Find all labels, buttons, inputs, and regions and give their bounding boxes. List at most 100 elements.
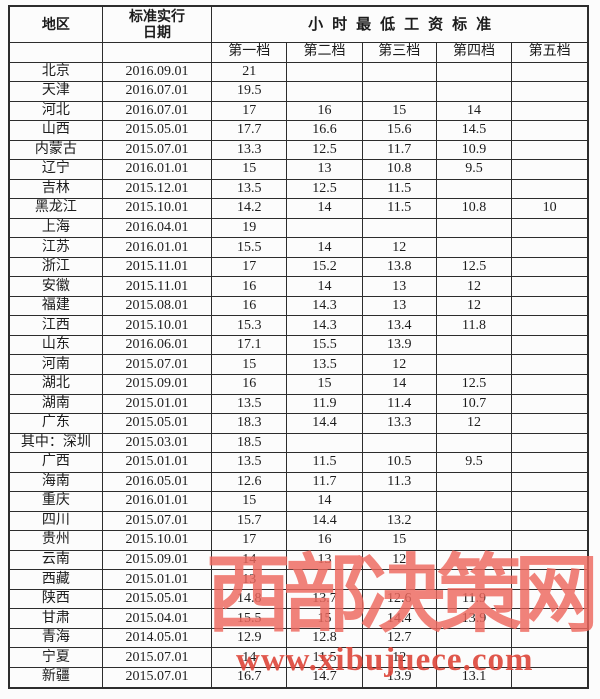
region-cell: 江西 bbox=[8, 315, 103, 336]
tier-2-cell: 14 bbox=[286, 491, 363, 512]
date-cell: 2015.10.01 bbox=[101, 315, 213, 336]
tier-1-cell: 13.5 bbox=[211, 178, 288, 200]
tier-1-cell: 14.8 bbox=[211, 588, 288, 610]
tier-5-cell bbox=[511, 276, 589, 297]
tier-2-cell: 14.4 bbox=[286, 413, 363, 434]
tier-4-cell bbox=[435, 237, 513, 258]
tier-5-cell bbox=[511, 81, 589, 102]
tier-1-cell: 14 bbox=[211, 647, 288, 668]
table-row: 海南 2016.05.01 12.6 11.7 11.3 bbox=[8, 471, 589, 493]
tier-5-cell bbox=[511, 569, 589, 590]
tier-2-cell: 16 bbox=[286, 100, 363, 122]
date-cell: 2016.04.01 bbox=[101, 217, 213, 239]
region-cell: 内蒙古 bbox=[8, 139, 103, 161]
tier-5-cell bbox=[511, 666, 589, 689]
tier-4-cell: 10.7 bbox=[435, 393, 513, 415]
tier-2-cell: 11.7 bbox=[286, 471, 363, 493]
tier-1-cell: 15.5 bbox=[211, 608, 288, 629]
date-cell: 2016.07.01 bbox=[101, 81, 213, 102]
header-row-main: 地区 标准实行 日期 小时最低工资标准 bbox=[8, 5, 589, 43]
tier-2-header: 第二档 bbox=[286, 41, 363, 63]
date-cell: 2016.05.01 bbox=[101, 471, 213, 493]
tier-4-cell: 10.9 bbox=[435, 139, 513, 161]
tier-2-cell: 11.5 bbox=[286, 452, 363, 473]
table-row: 河南 2015.07.01 15 13.5 12 bbox=[8, 354, 589, 375]
tier-5-cell bbox=[511, 393, 589, 415]
table-row: 江西 2015.10.01 15.3 14.3 13.4 11.8 bbox=[8, 315, 589, 336]
tier-3-cell: 12.7 bbox=[361, 627, 437, 649]
header-row-tiers: 第一档 第二档 第三档 第四档 第五档 bbox=[8, 41, 589, 63]
table-row: 贵州 2015.10.01 17 16 15 bbox=[8, 530, 589, 551]
tier-2-cell: 15.2 bbox=[286, 256, 363, 278]
tier-2-cell bbox=[286, 432, 363, 454]
tier-2-cell: 12.8 bbox=[286, 627, 363, 649]
tier-3-cell: 12 bbox=[361, 549, 437, 571]
tier-4-cell bbox=[435, 178, 513, 200]
region-cell: 河北 bbox=[8, 100, 103, 122]
tier-3-cell bbox=[361, 217, 437, 239]
tier-1-cell: 17.1 bbox=[211, 334, 288, 356]
date-cell: 2015.08.01 bbox=[101, 295, 213, 317]
tier-5-cell bbox=[511, 237, 589, 258]
date-cell: 2016.06.01 bbox=[101, 334, 213, 356]
date-cell: 2015.10.01 bbox=[101, 198, 213, 219]
tier-3-header: 第三档 bbox=[361, 41, 437, 63]
date-cell: 2015.07.01 bbox=[101, 666, 213, 689]
date-cell: 2015.11.01 bbox=[101, 256, 213, 278]
tier-4-cell bbox=[435, 569, 513, 590]
region-cell: 山东 bbox=[8, 334, 103, 356]
tier-5-cell bbox=[511, 159, 589, 180]
tier-1-cell: 13.5 bbox=[211, 393, 288, 415]
table-row: 福建 2015.08.01 16 14.3 13 12 bbox=[8, 295, 589, 317]
region-cell: 广西 bbox=[8, 452, 103, 473]
tier-2-cell: 13.5 bbox=[286, 354, 363, 375]
tier-4-cell bbox=[435, 471, 513, 493]
tier-5-cell bbox=[511, 510, 589, 532]
tier-1-cell: 13 bbox=[211, 569, 288, 590]
tier-2-cell: 12.5 bbox=[286, 178, 363, 200]
region-cell: 甘肃 bbox=[8, 608, 103, 629]
date-header-line1: 标准实行 bbox=[128, 8, 185, 25]
tier-4-cell: 11.9 bbox=[435, 588, 513, 610]
tier-1-header: 第一档 bbox=[211, 41, 288, 63]
region-column-header: 地区 bbox=[8, 5, 103, 43]
date-cell: 2015.11.01 bbox=[101, 276, 213, 297]
tier-5-cell bbox=[511, 178, 589, 200]
wage-group-header: 小时最低工资标准 bbox=[211, 5, 589, 43]
tier-2-cell: 15 bbox=[286, 608, 363, 629]
table-body: 北京 2016.09.01 21 天津 2016.07.01 19.5 河北 2… bbox=[8, 61, 589, 689]
tier-3-cell: 12 bbox=[361, 237, 437, 258]
tier-5-cell bbox=[511, 471, 589, 493]
tier-2-cell: 13 bbox=[286, 159, 363, 180]
region-cell: 湖南 bbox=[8, 393, 103, 415]
region-cell: 安徽 bbox=[8, 276, 103, 297]
tier-4-cell bbox=[435, 627, 513, 649]
tier-2-cell bbox=[286, 81, 363, 102]
date-cell: 2015.12.01 bbox=[101, 178, 213, 200]
table-row: 辽宁 2016.01.01 15 13 10.8 9.5 bbox=[8, 159, 589, 180]
date-cell: 2015.01.01 bbox=[101, 393, 213, 415]
tier-5-cell bbox=[511, 491, 589, 512]
date-cell: 2015.07.01 bbox=[101, 647, 213, 668]
date-cell: 2015.03.01 bbox=[101, 432, 213, 454]
tier-5-cell bbox=[511, 256, 589, 278]
tier-4-cell: 9.5 bbox=[435, 452, 513, 473]
tier-4-cell bbox=[435, 432, 513, 454]
region-cell: 新疆 bbox=[8, 666, 103, 689]
tier-3-cell: 14 bbox=[361, 374, 437, 395]
region-cell: 青海 bbox=[8, 627, 103, 649]
tier-5-cell bbox=[511, 627, 589, 649]
table-row: 安徽 2015.11.01 16 14 13 12 bbox=[8, 276, 589, 297]
tier-2-cell: 13 bbox=[286, 549, 363, 571]
tier-2-cell bbox=[286, 61, 363, 83]
tier-1-cell: 17 bbox=[211, 100, 288, 122]
tier-2-cell: 16 bbox=[286, 530, 363, 551]
date-cell: 2015.09.01 bbox=[101, 549, 213, 571]
region-cell: 北京 bbox=[8, 61, 103, 83]
tier-4-cell: 10.8 bbox=[435, 198, 513, 219]
table-row: 陕西 2015.05.01 14.8 13.7 12.6 11.9 bbox=[8, 588, 589, 610]
tier-1-cell: 17 bbox=[211, 530, 288, 551]
table-row: 甘肃 2015.04.01 15.5 15 14.4 13.9 bbox=[8, 608, 589, 629]
tier-2-cell: 14.3 bbox=[286, 295, 363, 317]
tier-3-cell: 15 bbox=[361, 100, 437, 122]
